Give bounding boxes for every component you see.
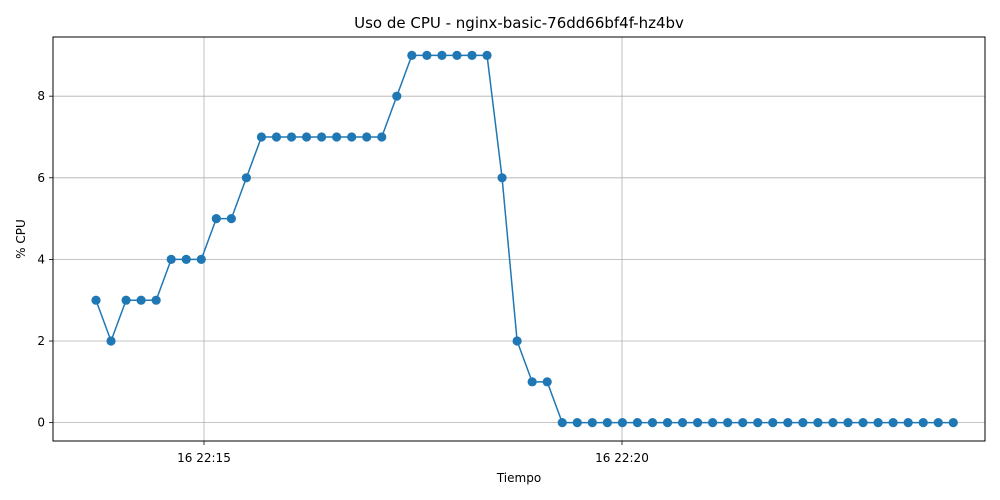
data-point	[497, 173, 507, 183]
data-point	[256, 132, 267, 142]
data-point	[151, 295, 161, 305]
data-point	[422, 50, 432, 60]
data-point	[407, 50, 417, 60]
chart-title: Uso de CPU - nginx-basic-76dd66bf4f-hz4b…	[354, 14, 684, 32]
y-tick-label: 2	[37, 334, 45, 348]
plot-frame	[52, 36, 986, 442]
data-point	[677, 418, 688, 428]
data-point	[798, 418, 808, 428]
data-point	[437, 50, 447, 60]
data-point	[783, 418, 793, 428]
data-point	[693, 418, 703, 428]
y-tick-label: 8	[37, 89, 45, 103]
data-point	[542, 377, 552, 387]
data-point	[286, 132, 297, 142]
data-point	[587, 418, 597, 428]
data-point	[828, 418, 838, 428]
data-point	[843, 418, 853, 428]
data-point	[347, 132, 357, 142]
data-point	[753, 418, 763, 428]
data-point	[166, 254, 176, 265]
data-point	[813, 418, 823, 428]
data-point	[708, 418, 718, 428]
y-tick-label: 6	[37, 171, 45, 185]
data-point	[527, 377, 537, 387]
data-point	[557, 418, 567, 428]
x-tick-label: 16 22:15	[177, 451, 231, 465]
data-markers	[91, 50, 958, 428]
data-point	[452, 50, 462, 60]
data-point	[903, 418, 913, 428]
data-point	[512, 336, 522, 346]
data-point	[211, 213, 221, 224]
data-point	[317, 132, 327, 142]
data-point	[467, 50, 477, 60]
data-point	[362, 132, 372, 142]
data-point	[392, 91, 402, 101]
data-point	[572, 418, 582, 428]
data-point	[632, 418, 643, 428]
y-axis-label: % CPU	[14, 219, 28, 259]
x-axis-label: Tiempo	[496, 471, 541, 485]
data-point	[617, 418, 628, 428]
data-point	[662, 418, 673, 428]
series-line	[95, 54, 954, 424]
data-point	[933, 418, 943, 428]
data-point	[948, 418, 958, 428]
data-point	[241, 173, 251, 183]
data-point	[332, 132, 342, 142]
data-point	[647, 418, 658, 428]
data-point	[136, 295, 146, 305]
data-point	[768, 418, 778, 428]
data-point	[888, 418, 898, 428]
series-line-layer	[95, 54, 954, 424]
data-point	[121, 295, 131, 305]
data-point	[181, 254, 191, 265]
data-point	[873, 418, 883, 428]
data-point	[91, 295, 101, 305]
data-point	[723, 418, 733, 428]
y-tick-label: 4	[37, 252, 45, 266]
data-point	[482, 50, 492, 60]
data-point	[271, 132, 282, 142]
data-point	[196, 254, 206, 265]
y-tick-label: 0	[37, 416, 45, 430]
data-point	[106, 336, 116, 346]
data-point	[301, 132, 312, 142]
x-tick-label: 16 22:20	[595, 451, 649, 465]
data-point	[918, 418, 928, 428]
data-point	[738, 418, 748, 428]
data-point	[602, 418, 612, 428]
data-point	[226, 213, 236, 224]
axis-ticks: 0 2 4 6 8 16 22:15 16 22:20	[37, 89, 648, 465]
data-point	[858, 418, 868, 428]
data-point	[377, 132, 387, 142]
